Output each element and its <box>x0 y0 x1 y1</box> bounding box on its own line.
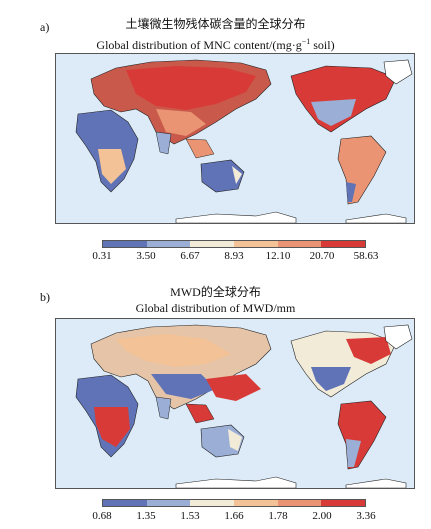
legend-tick-b: 0.68 <box>92 510 112 522</box>
legend-swatch-a <box>146 241 191 247</box>
legend-swatch-b <box>103 500 147 506</box>
legend-swatch-b <box>234 500 278 506</box>
legend-tick-b: 2.00 <box>312 510 332 522</box>
legend-tick-b: 1.53 <box>180 510 200 522</box>
legend-tick-a: 3.50 <box>136 250 156 262</box>
legend-swatch-b <box>321 500 366 506</box>
legend-swatch-a <box>190 241 235 247</box>
legend-tick-b: 1.35 <box>136 510 156 522</box>
map-a-title-en: Global distribution of MNC content/(mg·g… <box>96 37 335 52</box>
panel-label-b: b) <box>40 290 50 304</box>
legend-tick-b: 1.78 <box>268 510 288 522</box>
world-map-b <box>56 319 414 488</box>
legend-tick-a: 8.93 <box>224 250 244 262</box>
legend-swatch-a <box>277 241 322 247</box>
legend-tick-a: 6.67 <box>180 250 200 262</box>
legend-swatch-a <box>321 241 366 247</box>
legend-tick-a: 0.31 <box>92 250 112 262</box>
map-b-title-en: Global distribution of MWD/mm <box>135 301 296 315</box>
legend-tick-a: 20.70 <box>309 250 335 262</box>
legend-swatch-a <box>234 241 278 247</box>
panel-label-a: a) <box>40 20 50 34</box>
legend-tick-b: 3.36 <box>356 510 376 522</box>
legend-swatch-b <box>146 500 191 506</box>
map-b-mwd <box>55 318 415 489</box>
legend-tick-a: 12.10 <box>265 250 291 262</box>
legend-tick-a: 58.63 <box>353 250 379 262</box>
world-map-a <box>56 54 414 223</box>
legend-swatch-b <box>190 500 235 506</box>
legend-tick-b: 1.66 <box>224 510 244 522</box>
map-b-title-cn: MWD的全球分布 <box>170 285 261 299</box>
map-a-title-cn: 土壤微生物残体碳含量的全球分布 <box>125 17 306 31</box>
legend-swatch-b <box>277 500 322 506</box>
legend-colorbar-b <box>102 499 366 507</box>
legend-colorbar-a <box>102 240 366 248</box>
map-a-mnc <box>55 53 415 224</box>
legend-swatch-a <box>103 241 147 247</box>
